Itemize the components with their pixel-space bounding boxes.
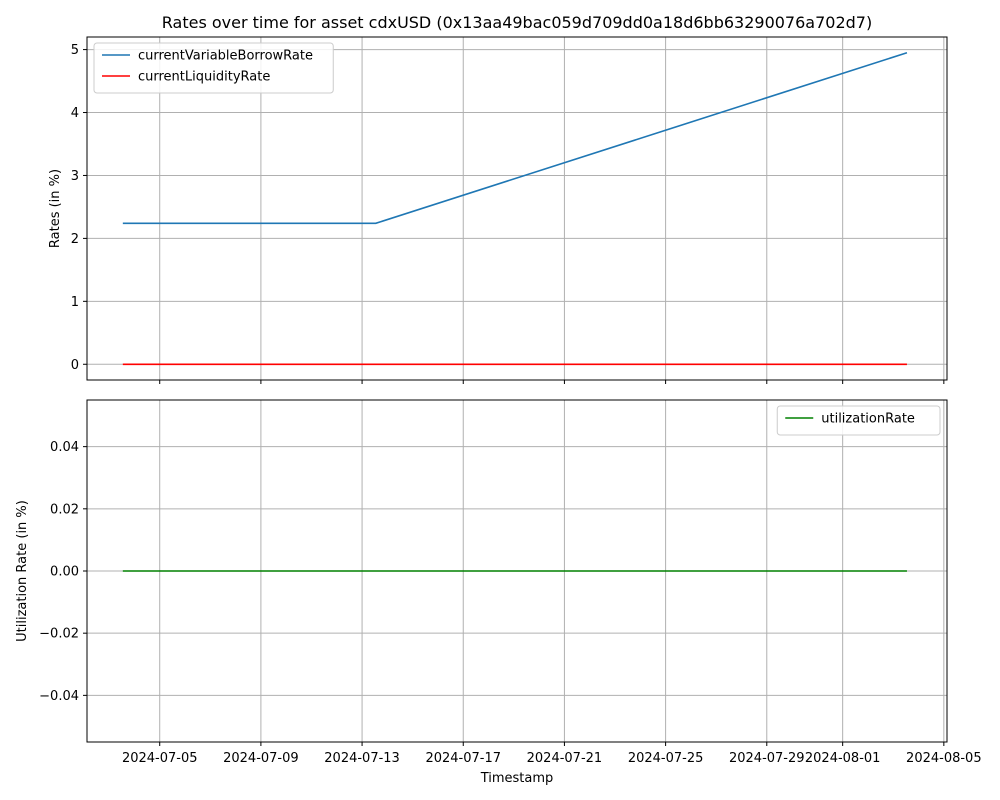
y-tick-label: 4 [71, 106, 79, 121]
x-axis-label: Timestamp [480, 771, 554, 786]
legend: utilizationRate [776, 405, 941, 436]
legend-box [93, 42, 334, 94]
x-tick-label: 2024-07-17 [425, 751, 501, 766]
x-tick-label: 2024-07-09 [223, 751, 299, 766]
series-line-currentVariableBorrowRate [122, 51, 908, 225]
legend-label: currentVariableBorrowRate [138, 49, 313, 64]
y-tick-label: 0 [71, 358, 79, 373]
legend-label: utilizationRate [821, 412, 915, 427]
x-tick-label: 2024-07-25 [628, 751, 704, 766]
x-tick-label: 2024-08-05 [906, 751, 982, 766]
legend-label: currentLiquidityRate [138, 70, 270, 85]
legend: currentVariableBorrowRate currentLiquidit… [93, 42, 334, 94]
y-tick-label: 0.02 [50, 502, 79, 517]
x-tick-label: 2024-07-05 [122, 751, 198, 766]
y-tick-label: 3 [71, 169, 79, 184]
y-tick-label: 5 [71, 43, 79, 58]
y-tick-label: −0.04 [39, 689, 79, 704]
y-tick-label: 2 [71, 232, 79, 247]
y-tick-label: −0.02 [39, 627, 79, 642]
x-tick-label: 2024-08-01 [805, 751, 881, 766]
legend-box [776, 405, 941, 436]
subplot-1: 0 1 2 3 4 5 Rates (in %) currentVariableBorrowR… [48, 36, 948, 384]
x-tick-label: 2024-07-29 [729, 751, 805, 766]
y-tick-label: 0.00 [50, 565, 79, 580]
figure-title: Rates over time for asset cdxUSD (0x13aa… [162, 13, 872, 32]
y-axis-label: Rates (in %) [48, 169, 63, 248]
x-tick-label: 2024-07-21 [527, 751, 603, 766]
y-tick-label: 1 [71, 295, 79, 310]
x-tick-label: 2024-07-13 [324, 751, 400, 766]
subplot-2: 2024-07-05 2024-07-09 2024-07-13 2024-07-17… [15, 399, 982, 786]
y-tick-label: 0.04 [50, 440, 79, 455]
y-axis-label: Utilization Rate (in %) [15, 500, 30, 642]
plots: 0 1 2 3 4 5 Rates (in %) currentVariableBorrowR… [15, 36, 982, 786]
axes-frame [86, 36, 948, 381]
